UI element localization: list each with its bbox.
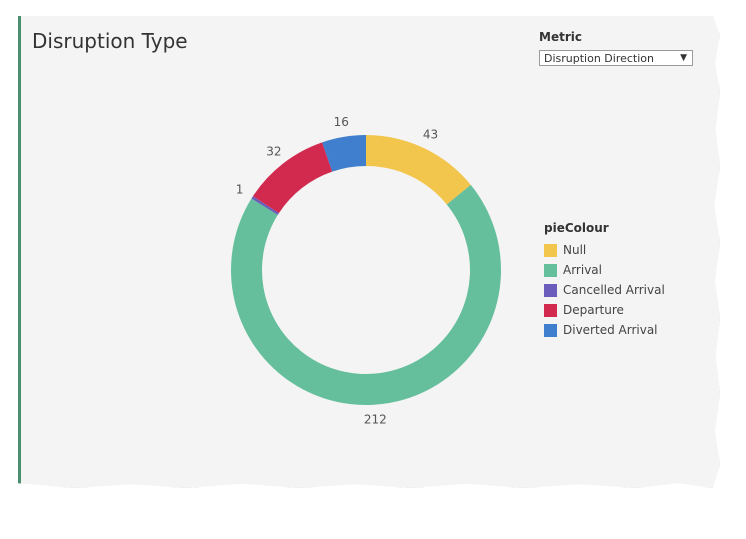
- dropdown-arrow-icon[interactable]: ▼: [680, 53, 687, 63]
- donut-slice-arrival[interactable]: [230, 184, 501, 405]
- legend-title: pieColour: [544, 221, 609, 235]
- legend-swatch: [544, 323, 557, 337]
- accent-bar: [18, 16, 21, 488]
- data-label: 1: [236, 182, 244, 196]
- metric-selected-value: Disruption Direction: [544, 52, 654, 65]
- legend-item[interactable]: Arrival: [544, 260, 665, 280]
- data-label: 32: [266, 145, 281, 159]
- legend-swatch: [544, 283, 557, 297]
- data-label: 212: [364, 413, 387, 427]
- legend-item[interactable]: Diverted Arrival: [544, 320, 665, 340]
- legend-label: Diverted Arrival: [563, 323, 658, 337]
- data-label: 16: [334, 115, 349, 129]
- donut-slice-cancelled-arrival[interactable]: [251, 196, 279, 215]
- donut-slice-null[interactable]: [366, 135, 471, 205]
- legend-item[interactable]: Departure: [544, 300, 665, 320]
- data-label: 43: [423, 128, 438, 142]
- legend-swatch: [544, 303, 557, 317]
- legend: pieColour Null Arrival Cancelled Arrival De…: [544, 221, 665, 340]
- metric-dropdown[interactable]: Disruption Direction ▼: [539, 50, 693, 66]
- legend-label: Null: [563, 243, 587, 257]
- legend-item[interactable]: Null: [544, 240, 665, 260]
- donut-slice-departure[interactable]: [252, 142, 333, 214]
- donut-slice-diverted-arrival[interactable]: [322, 135, 366, 172]
- legend-swatch: [544, 263, 557, 277]
- legend-swatch: [544, 243, 557, 257]
- legend-label: Arrival: [563, 263, 602, 277]
- legend-item[interactable]: Cancelled Arrival: [544, 280, 665, 300]
- metric-label: Metric: [539, 30, 582, 44]
- legend-label: Departure: [563, 303, 624, 317]
- page-title: Disruption Type: [32, 29, 188, 53]
- dashboard-card: Disruption Type Metric Disruption Direct…: [18, 16, 720, 488]
- legend-label: Cancelled Arrival: [563, 283, 665, 297]
- donut-chart: 43 212 1 32 16: [230, 115, 501, 427]
